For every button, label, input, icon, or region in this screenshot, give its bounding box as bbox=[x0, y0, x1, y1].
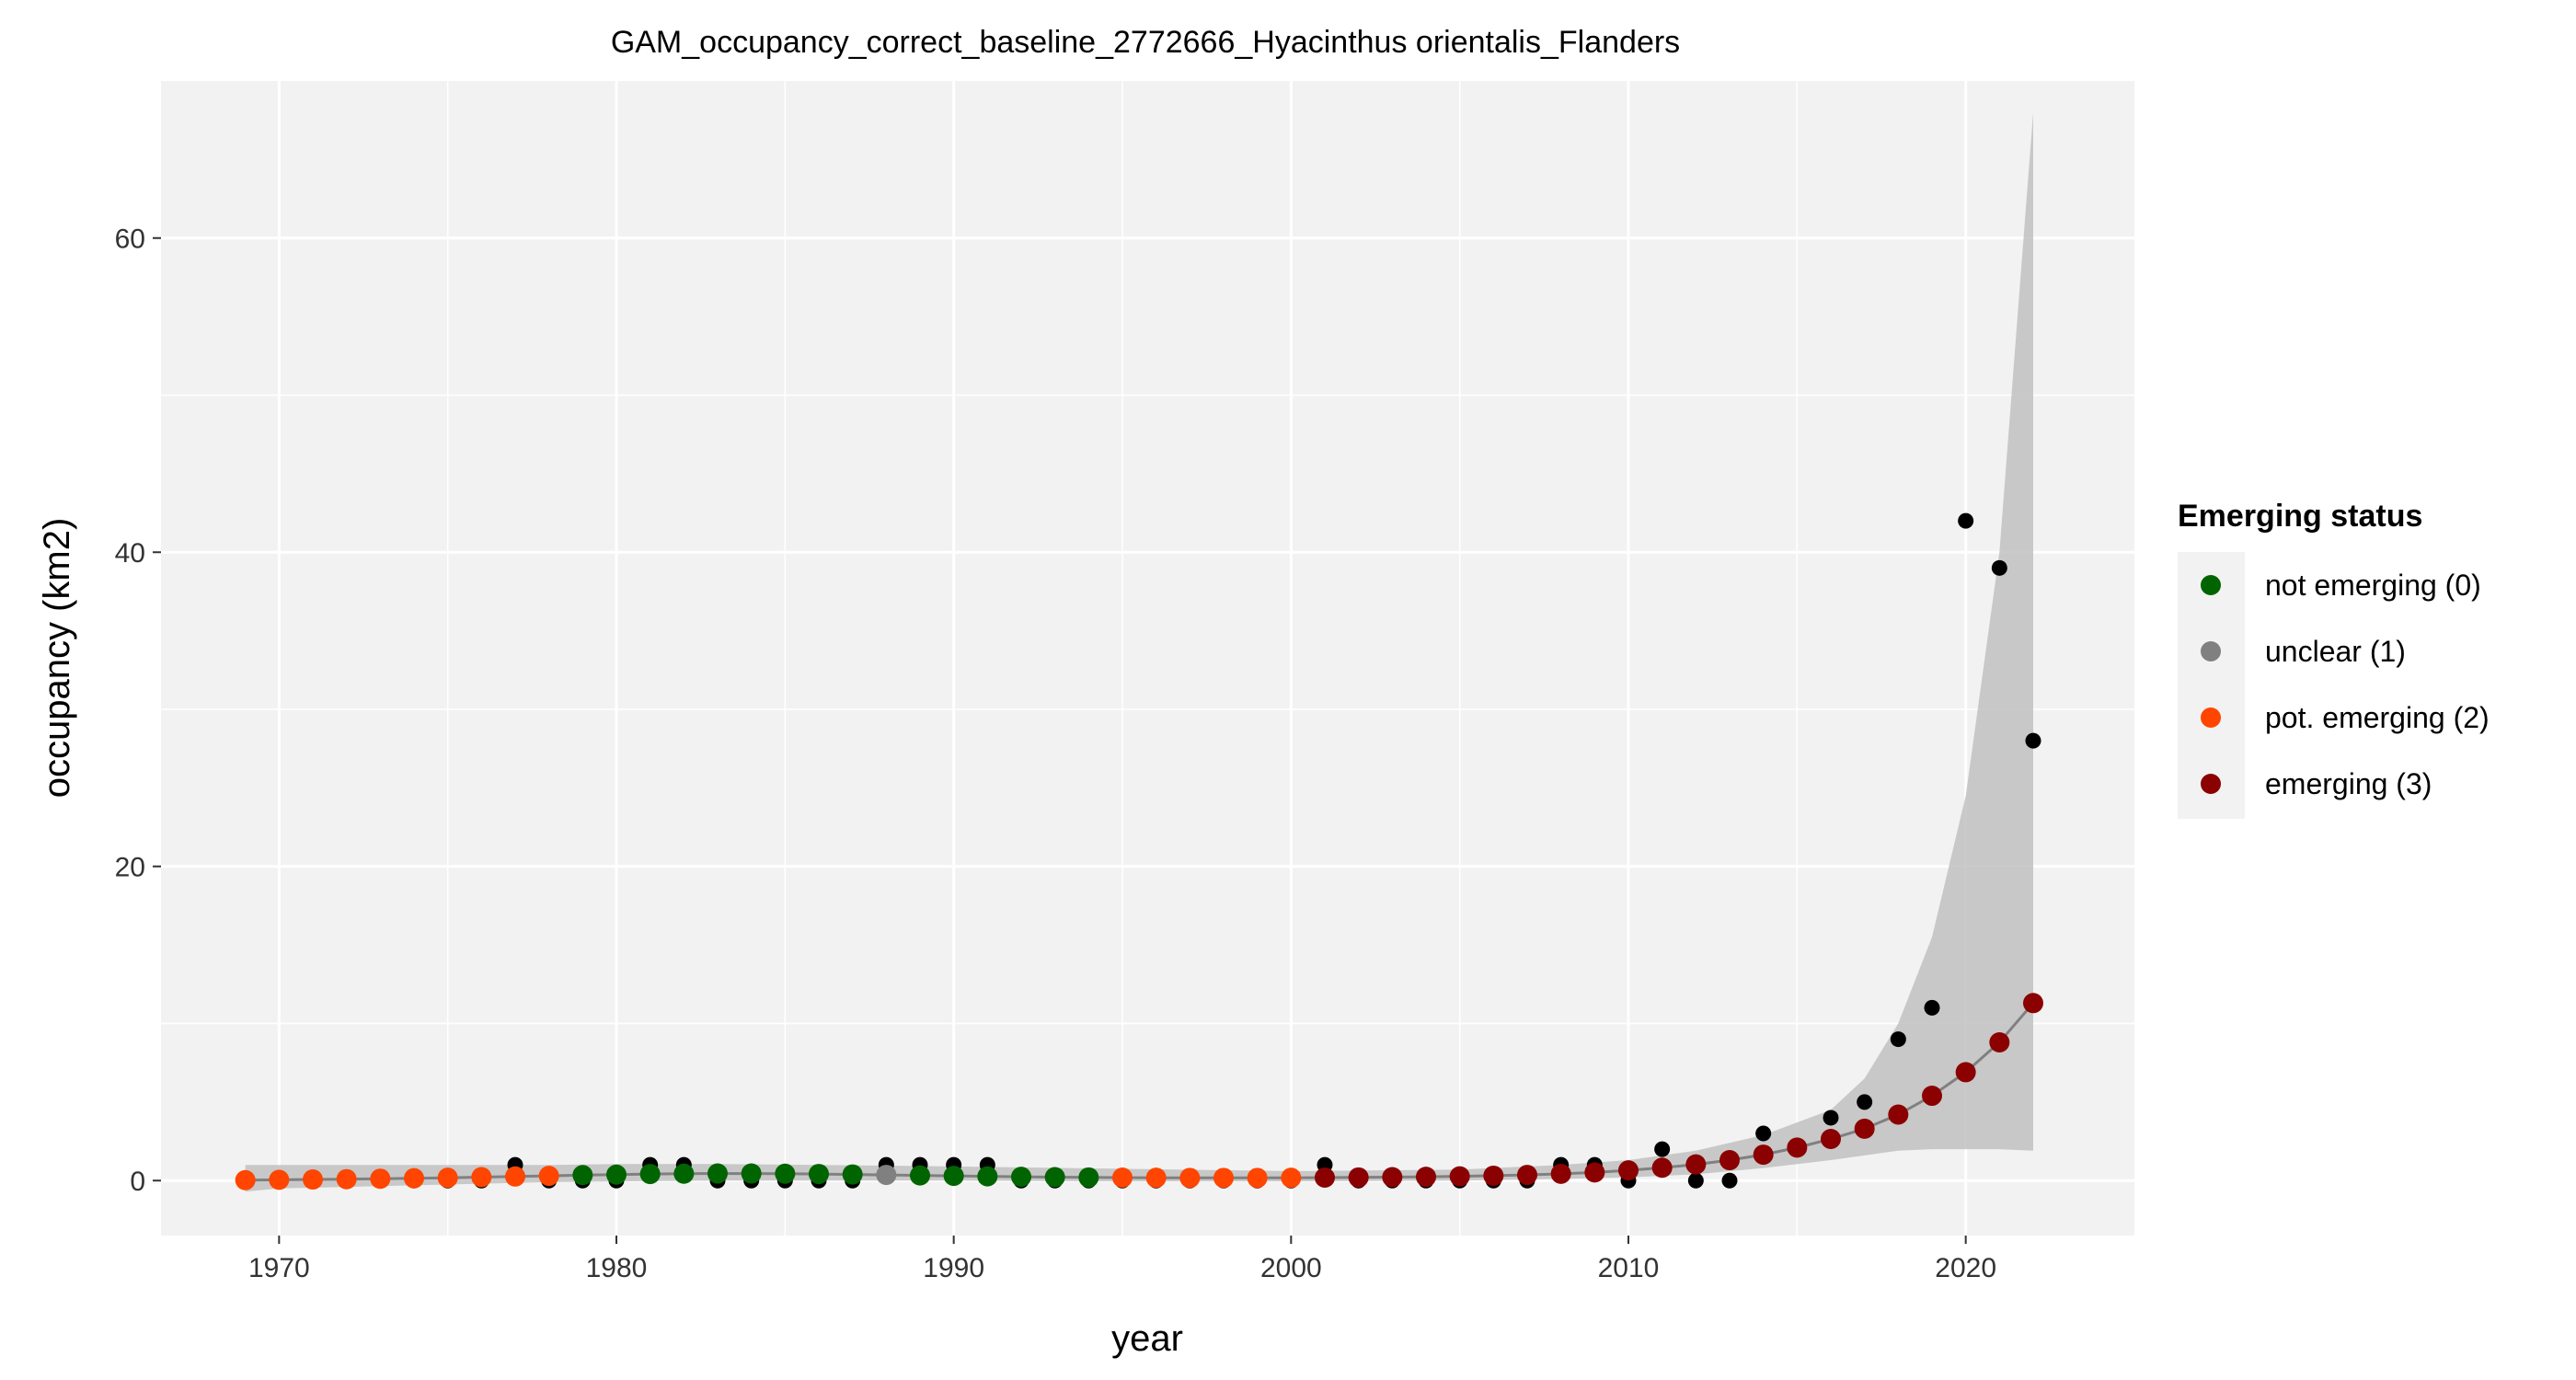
fitted-point bbox=[707, 1163, 728, 1184]
fitted-point bbox=[437, 1167, 458, 1189]
legend-key-dot bbox=[2201, 774, 2221, 794]
fitted-point bbox=[269, 1169, 290, 1190]
legend-item-label: pot. emerging (2) bbox=[2265, 701, 2490, 734]
fitted-point bbox=[1517, 1165, 1537, 1186]
fitted-point bbox=[943, 1166, 964, 1187]
fitted-point bbox=[1213, 1167, 1234, 1189]
fitted-point bbox=[1821, 1128, 1841, 1149]
fitted-point bbox=[1348, 1167, 1369, 1188]
observed-point bbox=[2025, 732, 2041, 749]
observed-point bbox=[1924, 999, 1940, 1016]
y-tick-label: 20 bbox=[115, 853, 145, 883]
fitted-point bbox=[1416, 1167, 1436, 1188]
fitted-point bbox=[1618, 1160, 1639, 1181]
fitted-point bbox=[977, 1166, 998, 1187]
observed-point bbox=[1991, 559, 2007, 576]
fitted-point bbox=[809, 1164, 829, 1185]
fitted-point bbox=[606, 1164, 627, 1185]
fitted-point bbox=[876, 1165, 897, 1186]
legend-key-dot bbox=[2201, 707, 2221, 728]
fitted-point bbox=[842, 1164, 863, 1185]
fitted-point bbox=[1449, 1166, 1470, 1187]
fitted-point bbox=[1550, 1163, 1571, 1184]
grid-minor bbox=[161, 81, 2134, 1236]
legend-item-label: not emerging (0) bbox=[2265, 569, 2481, 602]
x-tick-label: 1970 bbox=[248, 1253, 310, 1283]
fitted-point bbox=[1281, 1167, 1302, 1189]
x-axis-ticks: 1970 1980 1990 2000 2010 2020 bbox=[248, 1236, 1996, 1283]
observed-point bbox=[1721, 1172, 1738, 1189]
y-tick-label: 0 bbox=[130, 1167, 145, 1197]
observed-point bbox=[1687, 1172, 1704, 1189]
fitted-point bbox=[1078, 1167, 1099, 1188]
x-tick-label: 2010 bbox=[1598, 1253, 1660, 1283]
fitted-point bbox=[404, 1167, 424, 1189]
legend-items: not emerging (0) unclear (1) pot. emerging… bbox=[2201, 569, 2490, 800]
fitted-point bbox=[1955, 1062, 1976, 1083]
fitted-point bbox=[1719, 1150, 1740, 1171]
fitted-point bbox=[1753, 1144, 1774, 1166]
fitted-point bbox=[336, 1168, 357, 1190]
x-tick-label: 1990 bbox=[923, 1253, 984, 1283]
y-axis-title: occupancy (km2) bbox=[37, 518, 77, 799]
fitted-point bbox=[1483, 1165, 1504, 1186]
legend-key-dot bbox=[2201, 575, 2221, 595]
observed-point bbox=[1958, 512, 1974, 529]
fitted-point bbox=[538, 1166, 559, 1187]
fitted-point bbox=[1888, 1104, 1909, 1125]
y-tick-label: 40 bbox=[115, 538, 145, 569]
fitted-point bbox=[2023, 993, 2043, 1014]
fitted-point bbox=[1315, 1167, 1335, 1188]
x-axis-title: year bbox=[1111, 1318, 1183, 1359]
observed-point bbox=[1654, 1141, 1671, 1157]
legend-title: Emerging status bbox=[2178, 499, 2422, 534]
fitted-point bbox=[1651, 1157, 1673, 1179]
y-tick-label: 60 bbox=[115, 224, 145, 255]
x-tick-label: 2020 bbox=[1935, 1253, 1996, 1283]
fitted-point bbox=[1382, 1167, 1403, 1188]
fitted-point bbox=[1145, 1167, 1167, 1189]
observed-point bbox=[1823, 1110, 1839, 1126]
fitted-point bbox=[1011, 1167, 1031, 1188]
legend: Emerging status not emerging (0) unclear … bbox=[2178, 499, 2490, 819]
fitted-point bbox=[775, 1163, 796, 1184]
legend-item-label: emerging (3) bbox=[2265, 767, 2432, 800]
fitted-point bbox=[1247, 1167, 1268, 1189]
fitted-point bbox=[1989, 1031, 2010, 1052]
fitted-point bbox=[370, 1168, 391, 1190]
fitted-point bbox=[505, 1166, 525, 1187]
x-tick-label: 1980 bbox=[586, 1253, 648, 1283]
fitted-point bbox=[1584, 1162, 1605, 1183]
legend-item-label: unclear (1) bbox=[2265, 635, 2406, 668]
fitted-point bbox=[1685, 1154, 1707, 1175]
legend-key-dot bbox=[2201, 641, 2221, 661]
fitted-points bbox=[235, 993, 2043, 1190]
y-axis-ticks: 0 20 40 60 bbox=[115, 224, 161, 1197]
fitted-point bbox=[1787, 1137, 1808, 1158]
fitted-point bbox=[303, 1169, 323, 1190]
fitted-point bbox=[639, 1164, 661, 1185]
observed-point bbox=[1755, 1125, 1772, 1142]
x-tick-label: 2000 bbox=[1260, 1253, 1322, 1283]
observed-point bbox=[1857, 1094, 1873, 1110]
fitted-point bbox=[572, 1165, 593, 1186]
plot-panel bbox=[161, 81, 2134, 1236]
fitted-point bbox=[741, 1163, 762, 1184]
observed-point bbox=[1890, 1031, 1906, 1048]
fitted-point bbox=[1922, 1086, 1942, 1107]
chart-title: GAM_occupancy_correct_baseline_2772666_H… bbox=[611, 25, 1680, 60]
fitted-point bbox=[1044, 1167, 1065, 1188]
fitted-point bbox=[910, 1165, 930, 1186]
fitted-point bbox=[235, 1169, 256, 1190]
fitted-point bbox=[1854, 1118, 1875, 1139]
fitted-point bbox=[471, 1167, 492, 1188]
fitted-point bbox=[1179, 1167, 1201, 1189]
fitted-point bbox=[673, 1163, 695, 1184]
fitted-point bbox=[1112, 1167, 1133, 1188]
